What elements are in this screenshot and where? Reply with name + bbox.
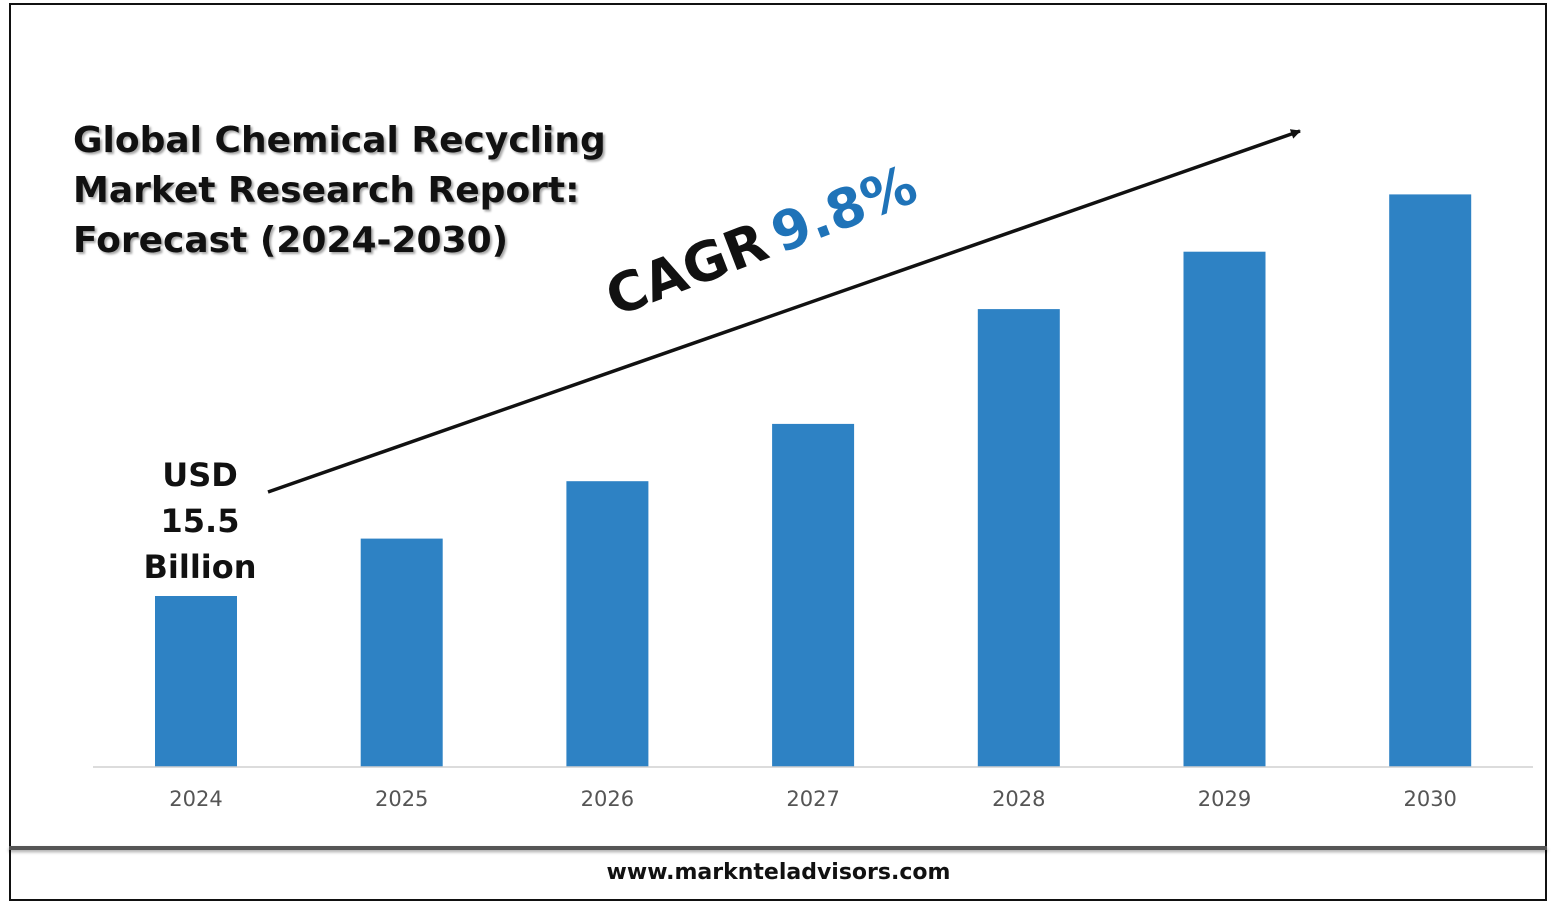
x-tick-label-2030: 2030 xyxy=(1403,787,1456,811)
bar-2026 xyxy=(566,481,649,767)
x-tick-label-2024: 2024 xyxy=(169,787,222,811)
x-tick-label-2026: 2026 xyxy=(581,787,634,811)
bar-2030 xyxy=(1389,194,1472,767)
start-value-unit: Billion xyxy=(143,548,257,586)
footer-url: www.marknteladvisors.com xyxy=(606,860,951,885)
bar-2025 xyxy=(360,538,443,767)
start-value-number: 15.5 xyxy=(160,502,240,540)
chart-title-line: Global Chemical Recycling xyxy=(73,120,606,161)
start-value-currency: USD xyxy=(162,456,238,494)
chart-title-line: Market Research Report: xyxy=(73,170,580,211)
footer-divider xyxy=(9,846,1547,850)
x-tick-label-2029: 2029 xyxy=(1198,787,1251,811)
bars-group xyxy=(155,194,1472,767)
x-tick-label-2025: 2025 xyxy=(375,787,428,811)
x-tick-label-2028: 2028 xyxy=(992,787,1045,811)
start-value-label: USD 15.5 Billion xyxy=(120,452,280,590)
x-tick-labels: 2024 2025 2026 2027 2028 2029 2030 xyxy=(169,787,1457,811)
bar-2029 xyxy=(1183,251,1266,767)
chart-title: Global Chemical Recycling Market Researc… xyxy=(73,116,633,266)
x-tick-label-2027: 2027 xyxy=(786,787,839,811)
bar-2028 xyxy=(977,309,1060,767)
chart-title-line: Forecast (2024-2030) xyxy=(73,220,509,261)
cagr-trend-arrow xyxy=(267,129,1301,494)
bar-2024 xyxy=(155,596,237,767)
bar-2027 xyxy=(772,423,855,767)
